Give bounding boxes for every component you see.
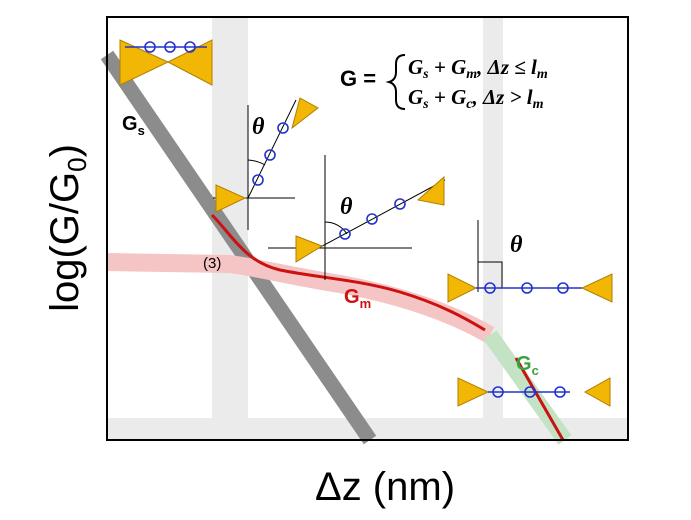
equation-case: Gs + Gm, Δz ≤ lm [408, 55, 548, 82]
gm-band [106, 253, 495, 343]
equation-lhs: G = [340, 66, 376, 91]
annotation: (3) [203, 255, 221, 272]
angle-label: θ [252, 114, 265, 140]
gc-curve [514, 357, 565, 441]
molecule [447, 220, 613, 303]
gm-label: Gm [344, 286, 371, 311]
molecule [213, 97, 319, 230]
angle-label: θ [340, 194, 353, 220]
gm-curve [210, 213, 486, 332]
x-axis-label: Δz (nm) [315, 465, 455, 509]
molecule [268, 155, 446, 280]
gs-label: Gs [122, 113, 145, 138]
angle-label: θ [510, 232, 523, 258]
molecule [119, 39, 213, 86]
molecule [457, 377, 611, 407]
gc-label: Gc [516, 353, 539, 378]
equation-case: Gs + Gc, Δz > lm [408, 85, 544, 112]
gs-band [100, 50, 377, 445]
brace [385, 54, 406, 110]
y-axis-label: log(G/G0) [43, 144, 92, 312]
region-band [483, 17, 503, 418]
plot-frame [106, 16, 629, 441]
